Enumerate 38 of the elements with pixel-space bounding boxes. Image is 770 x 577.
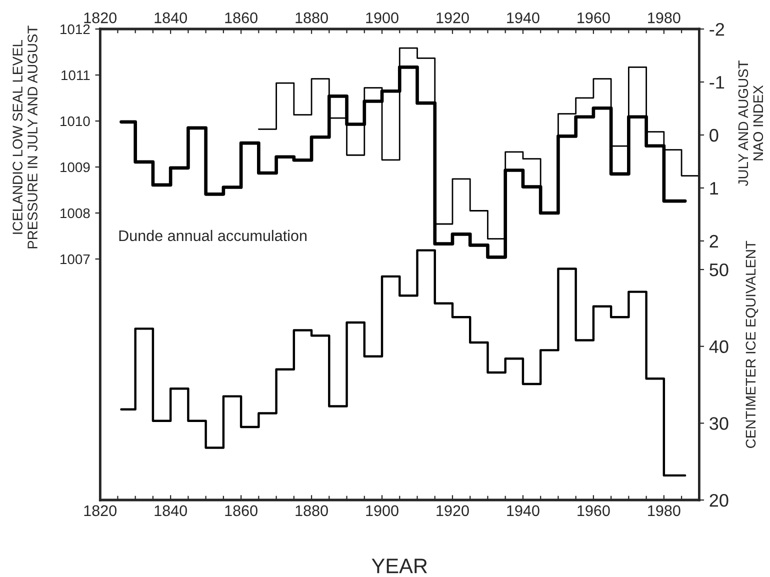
y2-tick-label: 2 [710,234,718,248]
y2-tick-label: -1 [710,76,724,89]
x2-tick-label: 1920 [436,12,469,24]
x2-tick-label: 1860 [225,12,258,24]
x-tick-label: 1840 [154,505,187,516]
x2-tick-label: 1960 [578,12,610,24]
x-tick-label: 1960 [578,505,610,516]
x-tick-label: 1880 [296,505,328,516]
x-axis-title: YEAR [372,558,428,574]
y3-axis-title: CENTIMETER ICE EQUIVALENT [746,240,758,448]
y-tick-label: 1008 [60,208,90,218]
y-tick-label: 1010 [60,116,90,126]
x2-tick-label: 1980 [648,12,680,24]
y2-axis-title: JULY AND AUGUST NAO INDEX [738,60,764,186]
annotation: Dunde annual accumulation [119,230,306,242]
y-tick-label: 1007 [60,254,90,264]
y-axis-title: ICELANDIC LOW SEAL LEVEL PRESSURE IN JULY AND AUGUST [12,26,38,248]
x-tick-label: 1940 [507,505,540,516]
y2-tick-label: -2 [710,22,724,36]
y-tick-label: 1012 [60,24,90,34]
y3-tick-label: 40 [709,340,728,354]
x2-tick-label: 1820 [84,12,116,24]
x2-tick-label: 1940 [507,12,540,24]
y3-tick-label: 20 [710,494,728,507]
x2-tick-label: 1900 [366,12,398,24]
y2-tick-label: 0 [710,128,718,142]
x2-tick-label: 1880 [296,12,328,24]
x-tick-label: 1920 [436,505,469,516]
y-tick-label: 1009 [60,162,90,172]
x-tick-label: 1980 [648,505,680,516]
x2-tick-label: 1840 [154,12,187,24]
y3-tick-label: 50 [710,263,728,276]
x-tick-label: 1820 [84,505,116,516]
y3-tick-label: 30 [710,417,728,430]
x-tick-label: 1900 [366,505,398,516]
y2-tick-label: 1 [710,182,718,195]
y-tick-label: 1011 [62,70,90,80]
x-tick-label: 1860 [225,505,258,516]
